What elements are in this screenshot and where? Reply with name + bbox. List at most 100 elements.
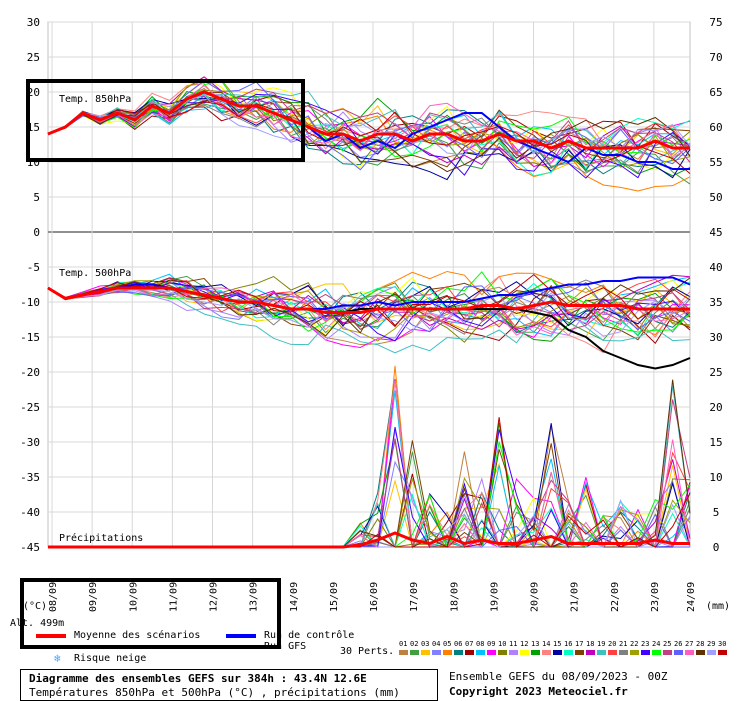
pert-label: 05 — [443, 640, 452, 648]
precip-member-line — [48, 430, 691, 548]
date-label: 16/09 — [369, 582, 380, 612]
right-tick-label: 30 — [709, 331, 722, 344]
date-label: 20/09 — [530, 582, 541, 612]
pert-swatch — [520, 650, 529, 655]
pert-label: 27 — [685, 640, 694, 648]
right-tick-label: 15 — [709, 436, 722, 449]
precip-member-line — [48, 379, 691, 548]
snowflake-icon: ❄ — [54, 652, 61, 665]
copyright: Copyright 2023 Meteociel.fr — [449, 685, 628, 698]
right-tick-label: 25 — [709, 366, 722, 379]
t850-panel-label: Temp. 850hPa — [59, 94, 131, 105]
pert-swatch — [685, 650, 694, 655]
info-box: Diagramme des ensembles GEFS sur 384h : … — [20, 669, 438, 701]
precip-member-line — [48, 380, 690, 549]
pert-swatch — [399, 650, 408, 655]
pert-swatch — [498, 650, 507, 655]
pert-swatch — [608, 650, 617, 655]
date-label: 18/09 — [449, 582, 460, 612]
pert-swatch — [564, 650, 573, 655]
t500-member-line — [47, 287, 691, 336]
pert-label: 17 — [575, 640, 584, 648]
date-label: 14/09 — [289, 582, 300, 612]
legend-oper: Run GFS — [264, 641, 307, 652]
left-tick-label: -25 — [20, 401, 40, 414]
left-tick-label: 20 — [27, 86, 40, 99]
pert-label: 15 — [553, 640, 562, 648]
left-unit: (°C) — [23, 601, 47, 612]
perts-label: 30 Perts. — [340, 646, 395, 657]
legend-mean: Moyenne des scénarios — [74, 630, 201, 641]
pert-swatch — [575, 650, 584, 655]
pert-label: 10 — [498, 640, 507, 648]
date-label: 17/09 — [409, 582, 420, 612]
right-tick-label: 70 — [709, 51, 722, 64]
pert-label: 25 — [663, 640, 672, 648]
right-tick-label: 65 — [709, 86, 722, 99]
highlight-box-t850 — [26, 79, 305, 162]
date-label: 21/09 — [570, 582, 581, 612]
pert-swatch — [553, 650, 562, 655]
control-swatch — [226, 634, 256, 638]
date-label: 08/09 — [48, 582, 59, 612]
right-tick-label: 35 — [709, 296, 722, 309]
date-label: 24/09 — [686, 582, 697, 612]
t500-member-line — [47, 287, 691, 331]
left-tick-label: -10 — [20, 296, 40, 309]
date-label: 13/09 — [249, 582, 260, 612]
precip-member-line — [48, 439, 691, 549]
pert-label: 06 — [454, 640, 463, 648]
pert-swatch — [542, 650, 551, 655]
pert-swatch — [443, 650, 452, 655]
legend-control: Run de contrôle — [264, 630, 355, 641]
pert-swatch — [465, 650, 474, 655]
pert-swatch — [421, 650, 430, 655]
left-tick-label: -40 — [20, 506, 40, 519]
pert-label: 18 — [586, 640, 595, 648]
run-info: Ensemble GEFS du 08/09/2023 - 00Z — [449, 670, 668, 683]
right-tick-label: 50 — [709, 191, 722, 204]
right-unit: (mm) — [706, 601, 730, 612]
axis-ticks: 302520151050-5-10-15-20-25-30-35-40-4575… — [20, 16, 723, 612]
pert-swatch — [630, 650, 639, 655]
t500-member-line — [47, 277, 691, 337]
date-label: 09/09 — [88, 582, 99, 612]
pert-label: 04 — [432, 640, 441, 648]
perts-legend: 01 02 03 04 05 06 07 08 09 10 11 12 13 14 15 16 17 18 19 20… — [399, 640, 729, 660]
main-series — [47, 90, 691, 549]
date-label: 23/09 — [650, 582, 661, 612]
pert-label: 13 — [531, 640, 540, 648]
pert-label: 22 — [630, 640, 639, 648]
pert-label: 19 — [597, 640, 606, 648]
t850-member-line — [47, 85, 691, 167]
pert-swatch — [597, 650, 606, 655]
right-tick-label: 10 — [709, 471, 722, 484]
pert-swatch — [586, 650, 595, 655]
diagram-title: Diagramme des ensembles GEFS sur 384h : … — [29, 672, 367, 685]
legend-snow: Risque neige — [74, 653, 147, 664]
date-label: 15/09 — [329, 582, 340, 612]
right-tick-label: 75 — [709, 16, 722, 29]
pert-swatch — [718, 650, 727, 655]
left-tick-label: 15 — [27, 121, 40, 134]
pert-label: 07 — [465, 640, 474, 648]
pert-label: 21 — [619, 640, 628, 648]
t850-member-line — [47, 76, 691, 171]
pert-swatch — [454, 650, 463, 655]
precip-member-line — [48, 426, 690, 549]
t850-member-line — [47, 96, 691, 181]
pert-swatch — [410, 650, 419, 655]
pert-label: 29 — [707, 640, 716, 648]
precip-member-line — [48, 441, 691, 549]
left-tick-label: -5 — [27, 261, 40, 274]
precip-member-line — [48, 417, 691, 548]
pert-label: 12 — [520, 640, 529, 648]
pert-swatch — [531, 650, 540, 655]
t500-member-line — [47, 279, 691, 335]
pert-label: 30 — [718, 640, 727, 648]
right-tick-label: 20 — [709, 401, 722, 414]
date-label: 12/09 — [209, 582, 220, 612]
t850-mean-line — [47, 90, 690, 150]
pert-swatch — [674, 650, 683, 655]
pert-swatch — [619, 650, 628, 655]
